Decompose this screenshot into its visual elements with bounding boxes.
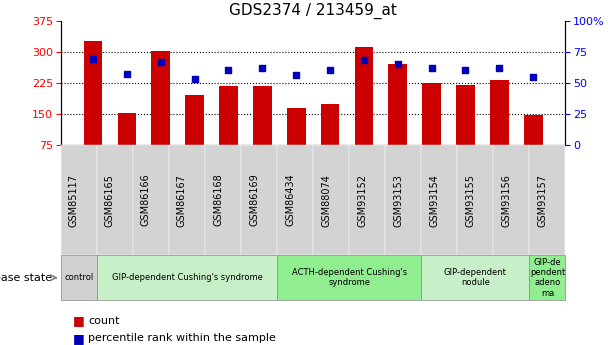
Bar <box>524 115 542 145</box>
Text: GSM93156: GSM93156 <box>502 174 511 227</box>
Bar <box>253 86 272 145</box>
Text: GSM93157: GSM93157 <box>537 174 547 227</box>
Bar <box>389 64 407 145</box>
Bar <box>117 113 136 145</box>
Point <box>291 72 301 78</box>
Bar <box>219 86 238 145</box>
Point <box>393 61 402 67</box>
Text: control: control <box>64 273 94 282</box>
Text: percentile rank within the sample: percentile rank within the sample <box>88 333 276 343</box>
Title: GDS2374 / 213459_at: GDS2374 / 213459_at <box>229 3 397 19</box>
Bar <box>354 47 373 145</box>
Point <box>156 59 165 65</box>
Text: GSM85117: GSM85117 <box>69 174 79 227</box>
Point <box>461 68 471 73</box>
Point <box>122 71 132 77</box>
Point <box>325 68 335 73</box>
Point <box>494 65 504 71</box>
Text: GIP-dependent Cushing's syndrome: GIP-dependent Cushing's syndrome <box>111 273 263 282</box>
Point <box>88 57 98 62</box>
Text: GSM93154: GSM93154 <box>429 174 439 227</box>
Bar <box>84 41 102 145</box>
Bar <box>185 95 204 145</box>
Text: GSM86169: GSM86169 <box>249 174 259 226</box>
Text: GSM88074: GSM88074 <box>321 174 331 227</box>
Bar <box>456 85 475 145</box>
Text: disease state: disease state <box>0 273 52 283</box>
Text: GSM93152: GSM93152 <box>357 174 367 227</box>
Text: GSM93155: GSM93155 <box>465 174 475 227</box>
Text: GSM86434: GSM86434 <box>285 174 295 226</box>
Bar <box>287 108 305 145</box>
Bar <box>151 51 170 145</box>
Text: GSM93153: GSM93153 <box>393 174 403 227</box>
Text: ■: ■ <box>73 332 85 345</box>
Text: count: count <box>88 316 120 326</box>
Text: GIP-dependent
nodule: GIP-dependent nodule <box>444 268 506 287</box>
Bar <box>423 83 441 145</box>
Point <box>359 58 369 63</box>
Text: GSM86167: GSM86167 <box>177 174 187 227</box>
Point <box>190 76 199 82</box>
Point <box>528 74 538 79</box>
Text: ■: ■ <box>73 314 85 327</box>
Text: GIP-de
pendent
adeno
ma: GIP-de pendent adeno ma <box>530 258 565 298</box>
Text: ACTH-dependent Cushing's
syndrome: ACTH-dependent Cushing's syndrome <box>292 268 407 287</box>
Point <box>427 65 437 71</box>
Text: GSM86166: GSM86166 <box>141 174 151 226</box>
Text: GSM86165: GSM86165 <box>105 174 115 227</box>
Point <box>224 68 233 73</box>
Bar <box>321 104 339 145</box>
Bar <box>490 80 509 145</box>
Point <box>257 65 267 71</box>
Text: GSM86168: GSM86168 <box>213 174 223 226</box>
